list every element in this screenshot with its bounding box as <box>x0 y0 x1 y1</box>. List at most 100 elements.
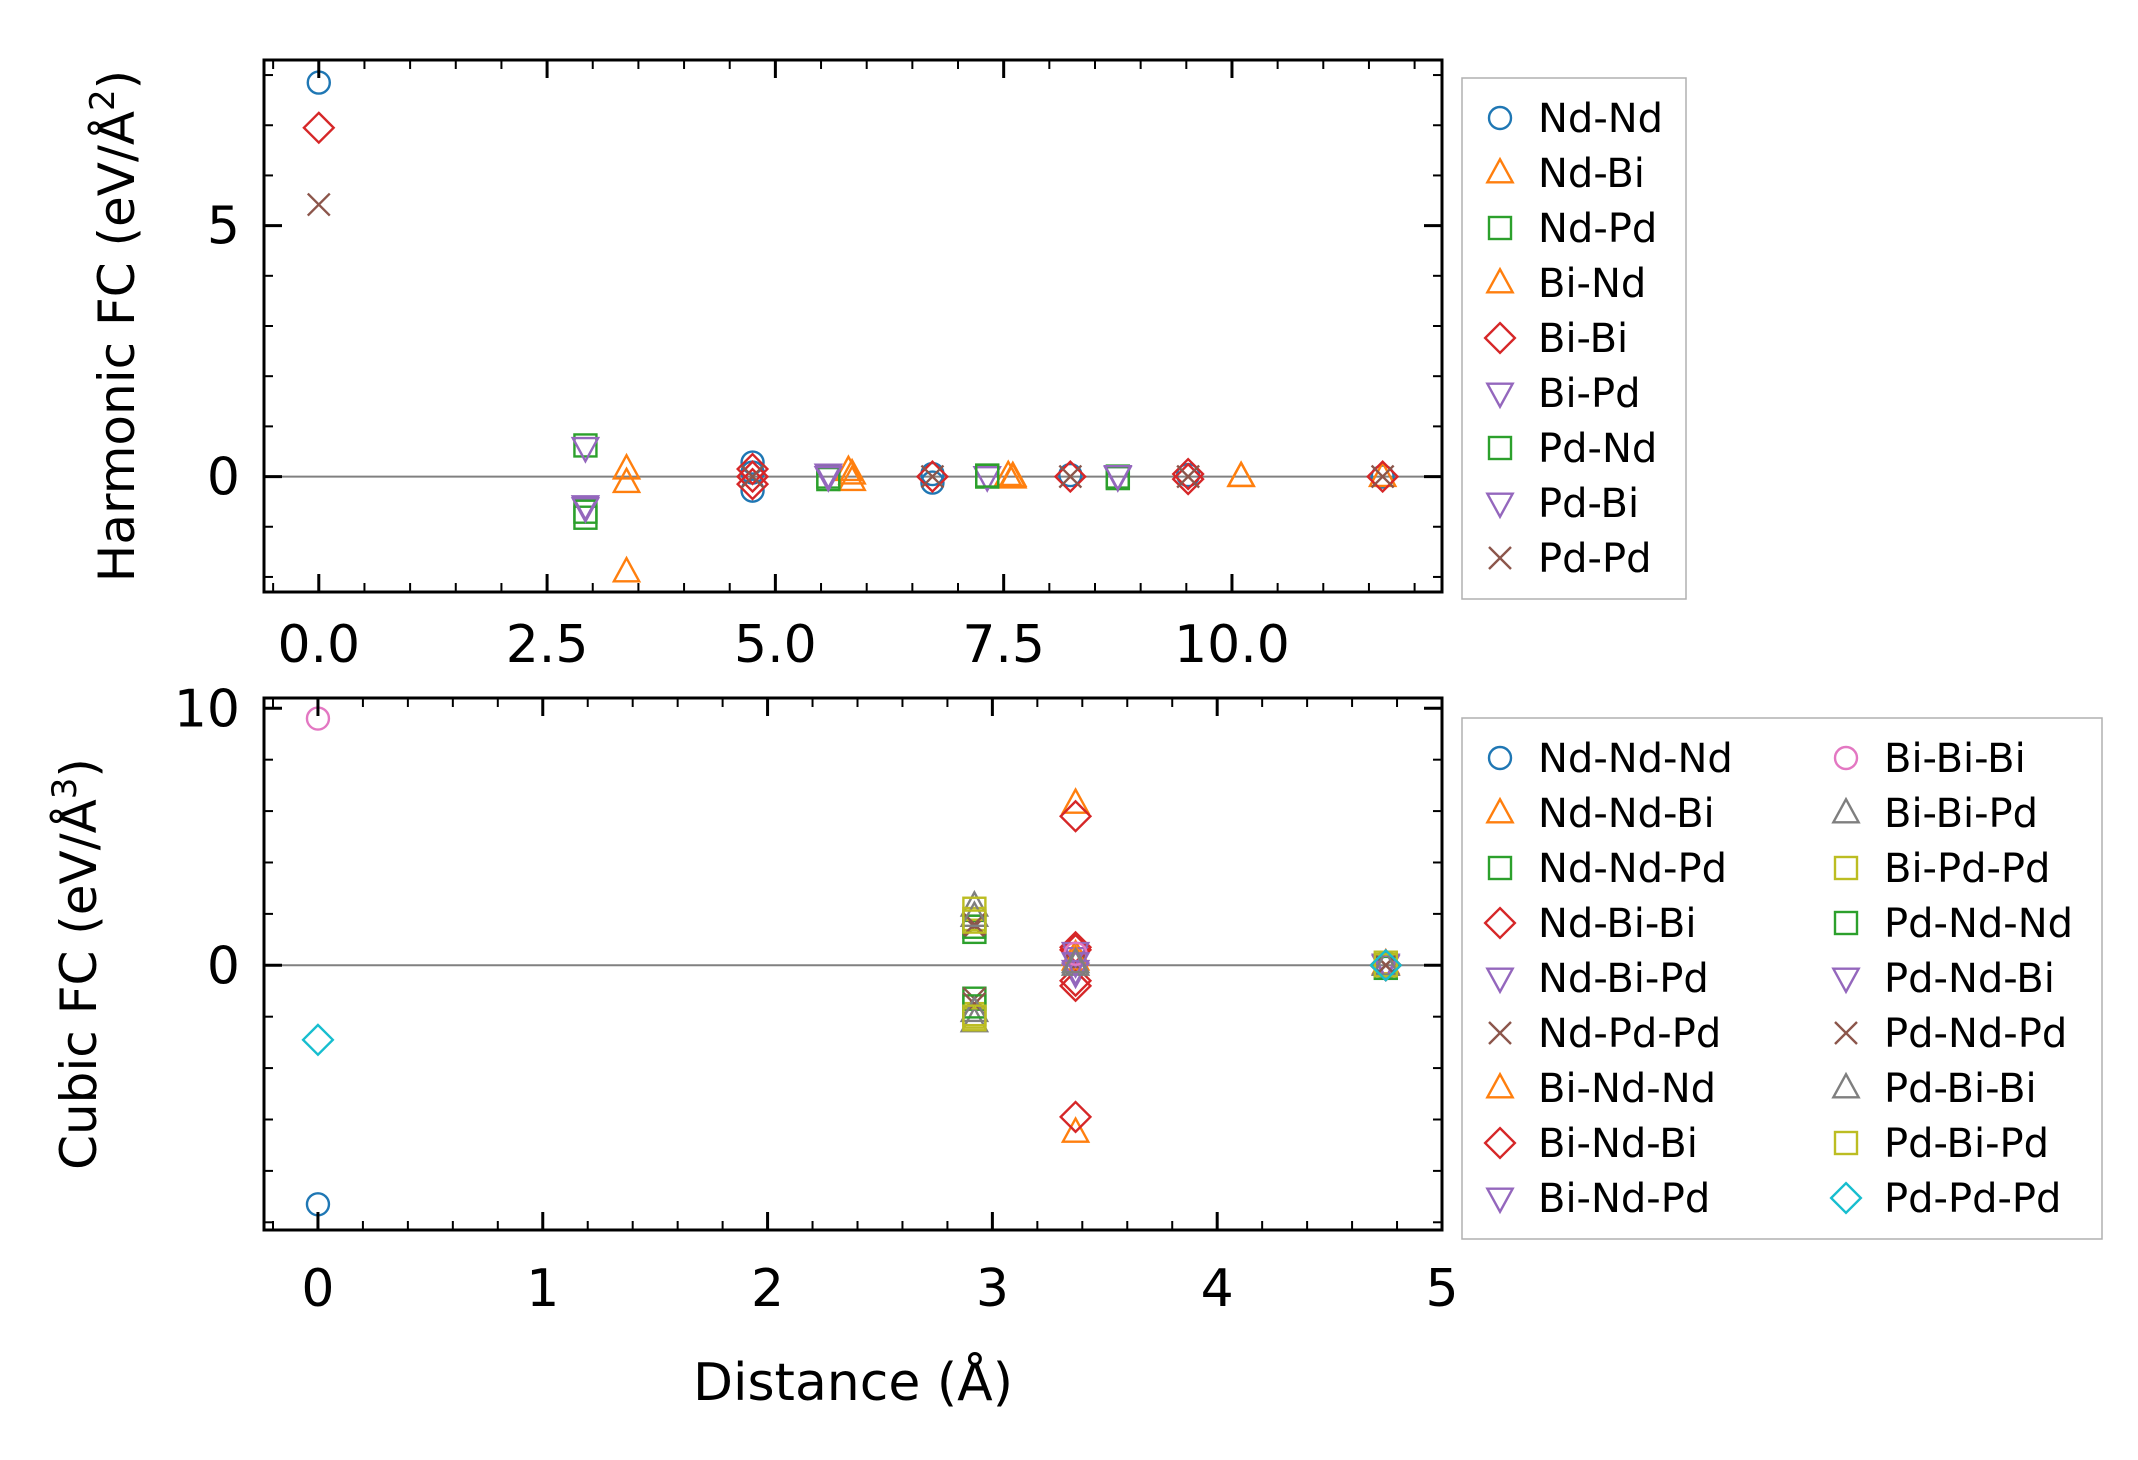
legend-label: Bi-Pd-Pd <box>1884 846 2050 892</box>
data-point <box>962 1004 987 1029</box>
legend-item: Nd-Bi-Bi <box>1483 901 1696 947</box>
data-point <box>570 436 601 464</box>
harmonic-plot-frame <box>262 58 1444 594</box>
cubic-y-label-main: Cubic FC (eV/Å <box>50 799 108 1170</box>
legend-item: Bi-Nd <box>1485 261 1646 307</box>
series-nd-nd-nd <box>305 950 1398 1217</box>
data-point <box>301 1023 335 1057</box>
series-pd-nd <box>573 463 1131 524</box>
data-point <box>1226 460 1256 488</box>
data-point <box>959 995 990 1023</box>
legend-marker-icon <box>1485 1187 1515 1215</box>
harmonic-data-points <box>302 70 1400 583</box>
legend-label: Pd-Nd-Bi <box>1884 956 2055 1002</box>
legend-marker-icon <box>1483 321 1517 355</box>
data-point <box>1059 1100 1093 1134</box>
data-point <box>959 900 990 928</box>
data-point <box>302 111 336 145</box>
legend-marker-icon <box>1487 215 1513 241</box>
series-pd-pd-pd <box>301 948 1403 1057</box>
legend-label: Pd-Bi-Bi <box>1884 1066 2037 1112</box>
legend-marker-icon <box>1485 266 1515 294</box>
data-point <box>736 467 770 501</box>
x-tick-label: 4 <box>1201 1259 1234 1319</box>
data-point <box>1059 969 1093 1003</box>
legend-label: Bi-Nd-Pd <box>1538 1176 1710 1222</box>
data-point <box>837 464 867 492</box>
data-point <box>1053 460 1087 494</box>
legend-item: Nd-Bi-Pd <box>1485 956 1709 1002</box>
data-point <box>1060 1116 1091 1143</box>
series-pd-nd-pd <box>962 912 1398 1016</box>
cubic-legend: Nd-Nd-Nd Nd-Nd-Bi Nd-Nd-Pd Nd-Bi-Bi Nd-Bi-Pd… <box>1461 717 2103 1240</box>
data-point <box>611 452 642 480</box>
legend-label: Pd-Nd-Pd <box>1884 1011 2067 1057</box>
data-point <box>611 555 642 583</box>
data-point <box>1371 954 1401 982</box>
legend-item: Bi-Nd-Nd <box>1485 1066 1716 1112</box>
data-point <box>1171 462 1205 496</box>
series-pd-bi <box>570 465 1133 524</box>
cubic-tick-labels: 0 1 2 3 4 5 0 10 <box>174 679 1459 1319</box>
y-tick-label: 0 <box>207 448 240 508</box>
legend-frame <box>1461 717 2103 1240</box>
data-point <box>736 452 770 486</box>
series-bi-nd-nd <box>1060 943 1401 976</box>
legend-label: Bi-Pd <box>1538 371 1641 417</box>
legend-item: Nd-Nd-Nd <box>1487 736 1733 782</box>
data-point <box>1060 946 1091 974</box>
legend-marker-icon <box>1487 435 1513 461</box>
series-nd-bi-pd <box>1060 947 1401 990</box>
cubic-y-label-close: ) <box>50 758 108 778</box>
data-point <box>962 909 987 934</box>
legend-item: Pd-Nd-Bi <box>1831 956 2055 1002</box>
x-tick-label: 0 <box>301 1259 334 1319</box>
legend-item: Pd-Bi <box>1485 481 1639 527</box>
series-pd-pd <box>306 192 1395 489</box>
x-tick-label: 5 <box>1425 1259 1458 1319</box>
legend-label: Bi-Bi <box>1538 316 1628 362</box>
legend-marker-icon <box>1485 382 1515 410</box>
cubic-y-axis-label: Cubic FC (eV/Å3) <box>45 758 108 1170</box>
legend-marker-icon <box>1487 105 1513 131</box>
legend-label: Nd-Nd-Nd <box>1538 736 1733 782</box>
legend-label: Nd-Nd-Pd <box>1538 846 1727 892</box>
series-nd-bi-bi <box>1059 799 1403 1134</box>
series-pd-nd-bi <box>1060 952 1401 982</box>
legend-label: Bi-Bi-Pd <box>1884 791 2038 837</box>
legend-item: Pd-Pd-Pd <box>1829 1176 2061 1222</box>
legend-item: Pd-Bi-Pd <box>1833 1121 2049 1167</box>
data-point <box>740 450 765 475</box>
data-point <box>1058 462 1083 488</box>
legend-item: Pd-Pd <box>1488 536 1651 582</box>
legend-item: Pd-Bi-Bi <box>1831 1066 2037 1112</box>
legend-marker-icon <box>1833 745 1859 771</box>
harmonic-y-label-exponent: 2 <box>83 89 123 111</box>
legend-label: Pd-Pd-Pd <box>1884 1176 2061 1222</box>
cubic-plot-frame <box>262 696 1444 1232</box>
legend-label: Nd-Pd-Pd <box>1538 1011 1721 1057</box>
legend-label: Pd-Nd-Nd <box>1884 901 2073 947</box>
legend-label: Bi-Nd-Nd <box>1538 1066 1716 1112</box>
y-tick-label: 5 <box>207 197 240 257</box>
x-tick-label: 5.0 <box>734 615 817 675</box>
data-point <box>1367 460 1398 488</box>
data-point <box>611 466 642 494</box>
data-point <box>920 464 945 489</box>
data-point <box>1366 460 1400 494</box>
data-point <box>833 454 864 482</box>
legend-marker-icon <box>1834 1021 1858 1045</box>
legend-label: Bi-Nd <box>1538 261 1646 307</box>
legend-marker-icon <box>1483 1126 1517 1160</box>
y-tick-label: 10 <box>174 679 240 739</box>
data-point <box>306 192 331 217</box>
series-pd-nd-nd <box>962 914 1398 1019</box>
legend-marker-icon <box>1831 1071 1861 1099</box>
legend-item: Nd-Nd <box>1487 96 1663 142</box>
series-bi-nd-pd <box>1060 941 1401 987</box>
legend-marker-icon <box>1485 967 1515 995</box>
data-point <box>972 466 1002 493</box>
x-tick-label: 1 <box>526 1259 559 1319</box>
series-bi-bi <box>302 111 1400 501</box>
legend-marker-icon <box>1485 156 1515 184</box>
